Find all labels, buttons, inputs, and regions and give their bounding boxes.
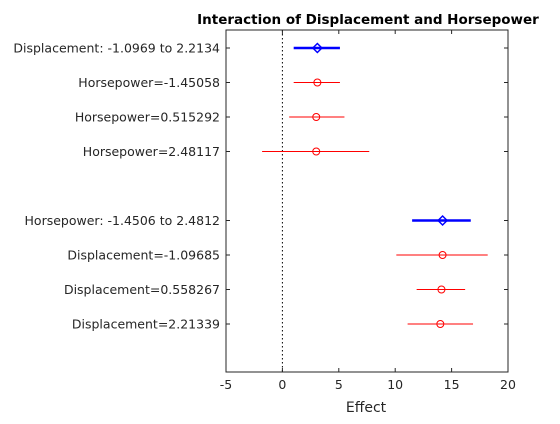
estimate-marker-circle	[313, 78, 322, 87]
estimate-marker-circle	[312, 147, 321, 156]
x-tick-label: 10	[387, 377, 403, 392]
x-tick-label: -5	[220, 377, 232, 392]
row-label: Horsepower=2.48117	[83, 144, 220, 159]
estimate-marker-diamond	[437, 214, 449, 227]
estimate-marker-diamond	[311, 42, 323, 54]
row-label: Displacement=0.558267	[64, 282, 220, 297]
chart-title: Interaction of Displacement and Horsepow…	[197, 12, 539, 28]
estimate-marker-circle	[438, 251, 447, 259]
x-tick-label: 0	[278, 377, 286, 392]
row-label: Horsepower=-1.45058	[78, 75, 220, 90]
estimate-marker-circle	[312, 113, 321, 121]
plot-area: -5 0 5 10 15 20 Displacement: -1.0969 to 2.213…	[13, 29, 516, 392]
x-axis-label: Effect	[346, 400, 387, 416]
estimate-marker-circle	[436, 320, 445, 328]
row-label: Displacement=-1.09685	[67, 248, 220, 263]
row-label: Displacement=2.21339	[72, 317, 220, 332]
row-label: Horsepower=0.515292	[75, 110, 220, 125]
row-label: Displacement: -1.0969 to 2.2134	[13, 41, 220, 56]
axes-box	[225, 29, 509, 373]
x-tick-label: 5	[335, 377, 343, 392]
x-tick-label: 20	[500, 377, 516, 392]
x-tick-label: 15	[444, 377, 460, 392]
estimate-marker-circle	[437, 285, 446, 294]
row-label: Horsepower: -1.4506 to 2.4812	[25, 213, 220, 228]
